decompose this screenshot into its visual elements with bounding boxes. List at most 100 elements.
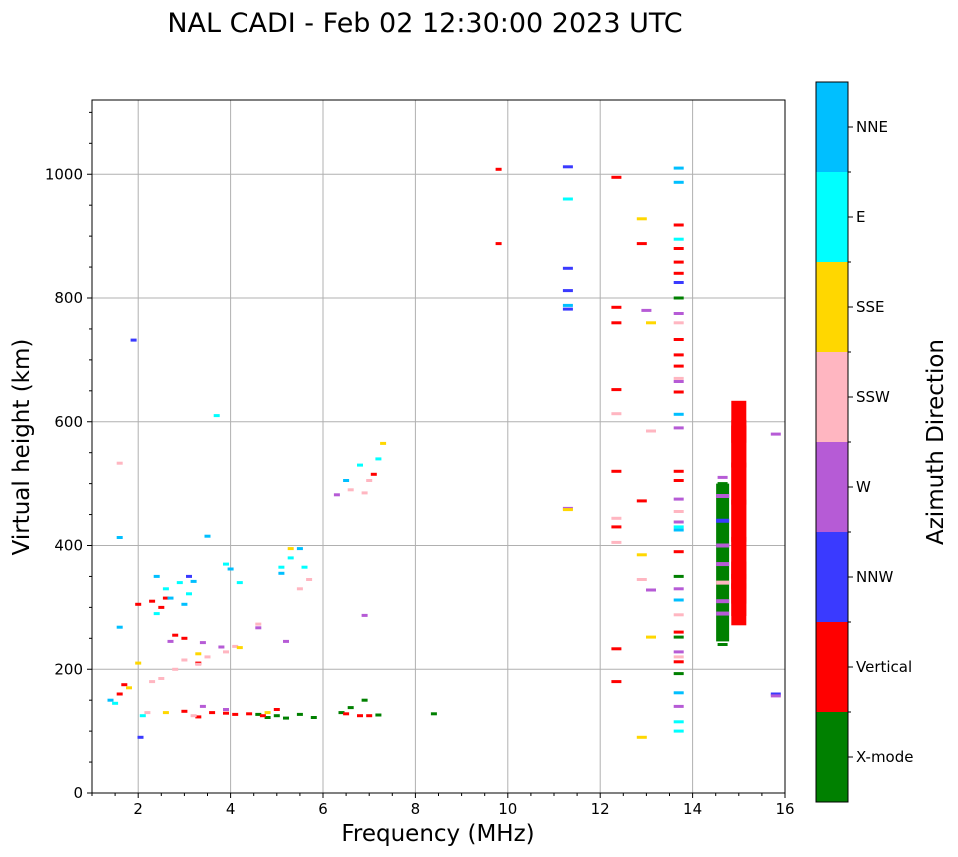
echo-point [223, 562, 229, 566]
echo-point [716, 611, 730, 616]
y-tick-label: 400 [54, 537, 83, 555]
echo-point [255, 622, 262, 626]
echo-point [716, 494, 730, 498]
x-axis-ticks: 2 4 6 8 10 12 14 16 [91, 793, 795, 818]
echo-point [673, 630, 684, 634]
echo-point [716, 580, 730, 585]
echo-point [716, 518, 730, 523]
series-nne [107, 166, 684, 702]
echo-point [347, 488, 354, 492]
colorbar-tick-label: E [856, 208, 865, 226]
echo-point [232, 644, 239, 648]
echo-point [190, 579, 197, 583]
echo-point [190, 714, 197, 718]
echo-point [259, 714, 266, 718]
echo-point [673, 296, 684, 300]
colorbar-label: Azimuth Direction [923, 339, 949, 545]
echo-point [673, 720, 684, 724]
echo-point [278, 571, 285, 575]
echo-point [343, 479, 350, 482]
series-ssw [116, 321, 684, 718]
echo-point [278, 565, 285, 569]
echo-point [213, 414, 220, 418]
echo-point [673, 655, 684, 659]
echo-point [673, 426, 684, 430]
echo-point [162, 711, 169, 715]
echo-point [636, 499, 647, 503]
echo-point [673, 587, 684, 591]
echo-point [255, 626, 262, 630]
echo-point [357, 463, 363, 467]
echo-point [273, 714, 280, 718]
y-tick-label: 800 [54, 289, 83, 307]
echo-point [162, 596, 169, 600]
echo-point [137, 735, 144, 739]
echo-point [673, 412, 684, 416]
echo-point [338, 711, 345, 715]
series-e [112, 197, 684, 733]
echo-point [162, 587, 169, 591]
echo-point [121, 683, 128, 687]
echo-point [673, 574, 684, 578]
echo-point [264, 716, 271, 719]
echo-point [646, 635, 656, 639]
echo-point [139, 714, 146, 718]
echo-point [636, 242, 647, 246]
colorbar-segment-vertical [816, 622, 848, 712]
echo-point [144, 711, 151, 715]
echo-point [218, 645, 225, 649]
grid-lines [92, 100, 786, 794]
echo-point [149, 680, 156, 684]
echo-point [562, 165, 573, 169]
y-tick-label: 600 [54, 413, 83, 431]
echo-point [673, 321, 684, 325]
echo-point [716, 562, 730, 567]
echo-point [195, 715, 202, 719]
echo-point [347, 706, 354, 710]
echo-point [112, 701, 119, 705]
colorbar-segment-w [816, 442, 848, 532]
echo-point [673, 635, 684, 639]
azimuth-colorbar: X-mode Vertical NNW W SSW SSE E NNE [815, 81, 913, 803]
echo-point [673, 520, 684, 524]
echo-point [717, 643, 728, 646]
echo-point [116, 536, 123, 539]
echo-point [223, 708, 229, 711]
x-tick-label: 14 [683, 800, 702, 818]
echo-point [366, 479, 373, 482]
x-axis-label: Frequency (MHz) [341, 821, 534, 847]
echo-point [673, 479, 684, 482]
echo-point [181, 602, 188, 606]
y-axis-label: Virtual height (km) [9, 339, 35, 556]
echo-point [673, 598, 684, 602]
x-tick-label: 8 [411, 800, 421, 818]
echo-point [209, 711, 216, 715]
echo-point [283, 639, 289, 643]
echo-point [673, 525, 684, 529]
echo-point [204, 655, 211, 659]
echo-point [646, 321, 656, 325]
echo-point [673, 364, 684, 368]
echo-point [172, 633, 179, 637]
echo-point [673, 390, 684, 394]
echo-point [246, 712, 253, 716]
echo-point [149, 599, 156, 603]
echo-point [562, 307, 573, 311]
echo-point [310, 716, 317, 719]
echo-point [673, 691, 684, 695]
echo-point [636, 578, 647, 581]
echo-point [562, 266, 573, 270]
echo-point [636, 735, 647, 739]
echo-point [375, 713, 382, 717]
echo-point [255, 712, 262, 716]
echo-point [673, 672, 684, 676]
echo-point [273, 708, 280, 711]
echo-point [264, 711, 271, 715]
echo-point [611, 540, 622, 544]
echo-point [172, 667, 179, 671]
echo-point [199, 641, 206, 645]
echo-point [611, 175, 622, 179]
echo-point [130, 338, 137, 342]
x-tick-label: 10 [498, 800, 517, 818]
echo-point [673, 338, 684, 341]
